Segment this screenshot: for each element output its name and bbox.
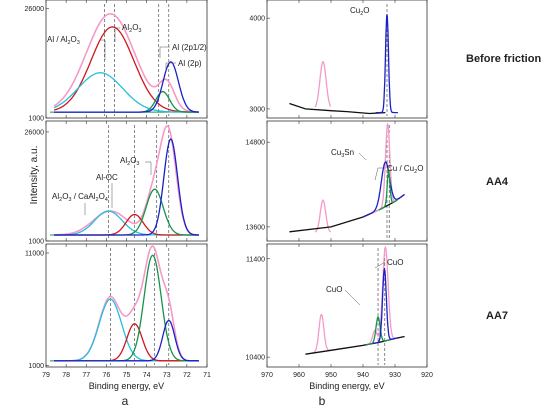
annotation-al-2p: Al (2p): [178, 59, 202, 68]
leader-cuo-right: [374, 261, 386, 269]
subplot-b-4: 13600 14800: [246, 120, 428, 242]
subplot-b-3: 3000 4000: [249, 0, 428, 119]
y-axis-label: Intensity, a.u.: [29, 146, 40, 205]
sample-label-before-friction: Before friction: [466, 53, 541, 65]
x-axis-label: Binding energy, eV: [309, 381, 384, 391]
subplot-b-5: 970 960 950 940 930 920 Binding energy, eV 1040…: [246, 243, 433, 391]
annotation-cu3sn: Cu3Sn: [331, 148, 354, 159]
y-tick-label: 1000: [28, 239, 44, 246]
x-tick-label: 72: [183, 372, 191, 379]
x-axis-label: Binding energy, eV: [89, 381, 164, 391]
leader-cu-cu2o: [374, 167, 385, 181]
x-tick-label: 73: [163, 372, 171, 379]
x-tick-label: 920: [421, 372, 433, 379]
x-tick-label: 74: [143, 372, 151, 379]
annotation-cu-cu2o: Cu / Cu2O: [387, 164, 423, 175]
x-tick-label: 77: [82, 372, 90, 379]
x-tick-label: 76: [102, 372, 110, 379]
plot-frame: [266, 0, 428, 119]
x-tick-label: 940: [357, 372, 369, 379]
y-tick-label: 26000: [25, 129, 45, 136]
annotation-al2o3-top: Al2O3: [122, 23, 141, 34]
annotation-al2o3-mid: Al2O3: [120, 156, 139, 167]
sample-label-aa4: AA4: [486, 176, 509, 188]
x-tick-label: 71: [203, 372, 211, 379]
series-satellite: [314, 60, 332, 108]
y-tick-label: 4000: [249, 16, 265, 23]
y-tick-label: 1000: [28, 116, 44, 123]
series-al2p: [54, 319, 199, 362]
subplot-a-2: 79 78 77 76 75 74 73 72 71 Binding energy, eV 1000…: [25, 243, 211, 391]
y-tick-label: 1000: [28, 363, 44, 370]
series-cu: [378, 169, 399, 211]
y-tick-label: 14800: [246, 140, 266, 147]
x-tick-label: 75: [123, 372, 131, 379]
panel-label-a: a: [122, 394, 129, 408]
x-tick-label: 78: [62, 372, 70, 379]
series-cuo_low: [365, 316, 392, 346]
series-al2p: [54, 61, 199, 113]
x-tick-label: 970: [261, 372, 273, 379]
y-tick-label: 13600: [246, 224, 266, 231]
annotation-al2o3-caal2o4: Al2O3 / CaAl2O4: [52, 192, 108, 203]
leader-al-2p12: [159, 46, 170, 58]
leader-al2o3-top: [114, 27, 120, 42]
x-tick-label: 960: [293, 372, 305, 379]
series-al2p: [54, 138, 199, 236]
plot-layer: 1000 26000 1000 26000 79 78 77 76 75 74 73 72 71 Bind…: [25, 0, 433, 391]
subplot-a-1: 1000 26000: [25, 120, 208, 246]
annotation-cu2o: Cu2O: [350, 6, 370, 17]
series-al2p12: [54, 90, 199, 113]
series-envelope: [53, 12, 199, 113]
annotation-cuo-right: CuO: [387, 258, 403, 267]
series-cu_peak: [375, 14, 398, 114]
leader-al-2p: [165, 62, 176, 72]
y-tick-label: 3000: [249, 106, 265, 113]
plot-frame: [266, 120, 428, 242]
panel-label-b: b: [319, 394, 326, 408]
plot-frame: [266, 243, 428, 368]
annotation-al-oc: Al-OC: [96, 173, 118, 182]
annotation-al-2p12: Al (2p1/2): [172, 43, 207, 52]
y-tick-label: 11400: [246, 256, 265, 263]
plot-frame: [45, 120, 208, 242]
sample-label-aa7: AA7: [486, 310, 508, 322]
leader-al2o3-mid: [145, 161, 152, 175]
y-tick-label: 11000: [25, 250, 44, 257]
y-tick-label: 26000: [25, 6, 45, 13]
subplot-a-0: 1000 26000: [25, 0, 208, 123]
series-hydroxide: [54, 298, 199, 362]
y-tick-label: 10400: [246, 355, 266, 362]
plot-frame: [45, 243, 208, 368]
x-tick-label: 79: [42, 372, 50, 379]
leader-cu3sn: [358, 152, 367, 161]
x-tick-label: 950: [325, 372, 337, 379]
annotation-al-al2o3: Al / Al2O3: [47, 35, 80, 46]
series-cuo_high: [372, 267, 398, 345]
leader-al-al2o3: [100, 39, 106, 60]
x-tick-label: 930: [389, 372, 401, 379]
series-hydroxide: [53, 72, 199, 113]
annotation-cuo-left: CuO: [326, 285, 342, 294]
leader-cuo-left: [344, 289, 361, 306]
series-background: [289, 102, 386, 115]
series-envelope: [54, 125, 199, 236]
